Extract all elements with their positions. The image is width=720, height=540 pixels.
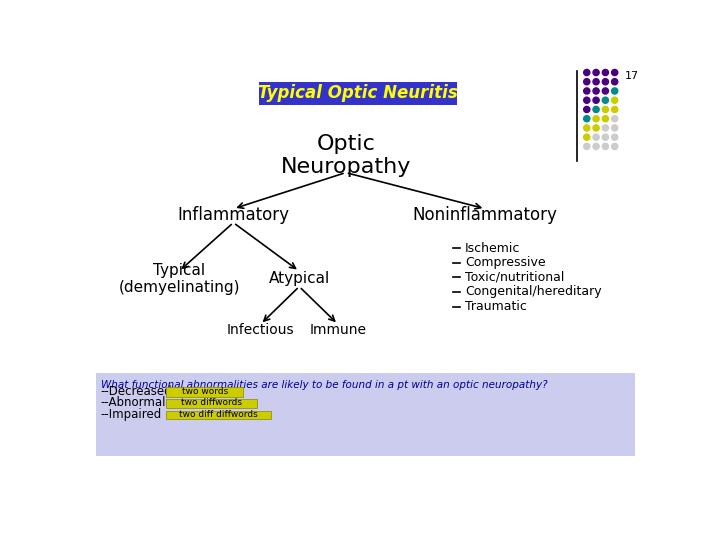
Circle shape (584, 143, 590, 150)
Circle shape (602, 79, 608, 85)
Circle shape (584, 70, 590, 76)
Circle shape (602, 116, 608, 122)
Circle shape (602, 70, 608, 76)
Circle shape (593, 134, 599, 140)
Text: Noninflammatory: Noninflammatory (413, 206, 558, 224)
Text: Optic
Neuropathy: Optic Neuropathy (281, 134, 411, 177)
Text: Traumatic: Traumatic (465, 300, 527, 313)
Text: --Abnormal: --Abnormal (101, 396, 166, 409)
Circle shape (611, 143, 618, 150)
Circle shape (584, 134, 590, 140)
Bar (166, 399, 258, 408)
Text: Ischemic: Ischemic (465, 241, 521, 254)
Circle shape (584, 88, 590, 94)
Circle shape (602, 134, 608, 140)
Circle shape (611, 97, 618, 103)
Circle shape (593, 97, 599, 103)
Circle shape (611, 70, 618, 76)
Circle shape (593, 116, 599, 122)
Text: --Impaired: --Impaired (101, 408, 162, 421)
Text: --Decreased: --Decreased (101, 385, 173, 398)
Text: Typical Optic Neuritis: Typical Optic Neuritis (258, 84, 458, 102)
Bar (166, 387, 243, 397)
Text: two words: two words (181, 387, 228, 396)
Text: Atypical: Atypical (269, 272, 330, 286)
Text: Toxic/nutritional: Toxic/nutritional (465, 271, 564, 284)
Circle shape (611, 116, 618, 122)
Text: Infectious: Infectious (227, 323, 294, 338)
Circle shape (602, 125, 608, 131)
Circle shape (593, 106, 599, 112)
Circle shape (611, 88, 618, 94)
Bar (259, 82, 456, 105)
Circle shape (593, 79, 599, 85)
Circle shape (602, 97, 608, 103)
Circle shape (611, 134, 618, 140)
Text: Typical
(demyelinating): Typical (demyelinating) (118, 262, 240, 295)
Circle shape (584, 116, 590, 122)
Circle shape (584, 125, 590, 131)
Circle shape (611, 106, 618, 112)
Text: two diff diffwords: two diff diffwords (179, 410, 258, 419)
Text: 17: 17 (624, 71, 639, 81)
Bar (96, 373, 635, 456)
Circle shape (593, 70, 599, 76)
Text: Inflammatory: Inflammatory (177, 206, 289, 224)
Circle shape (593, 125, 599, 131)
Circle shape (602, 88, 608, 94)
Circle shape (602, 106, 608, 112)
Text: Compressive: Compressive (465, 256, 546, 269)
Text: Immune: Immune (310, 323, 366, 338)
Text: two diffwords: two diffwords (181, 399, 242, 407)
Circle shape (593, 143, 599, 150)
Bar (166, 411, 271, 420)
Circle shape (611, 125, 618, 131)
Text: What functional abnormalities are likely to be found in a pt with an optic neuro: What functional abnormalities are likely… (101, 380, 547, 390)
Circle shape (584, 79, 590, 85)
Circle shape (584, 97, 590, 103)
Circle shape (602, 143, 608, 150)
Circle shape (611, 79, 618, 85)
Circle shape (584, 106, 590, 112)
Text: Congenital/hereditary: Congenital/hereditary (465, 286, 602, 299)
Circle shape (593, 88, 599, 94)
